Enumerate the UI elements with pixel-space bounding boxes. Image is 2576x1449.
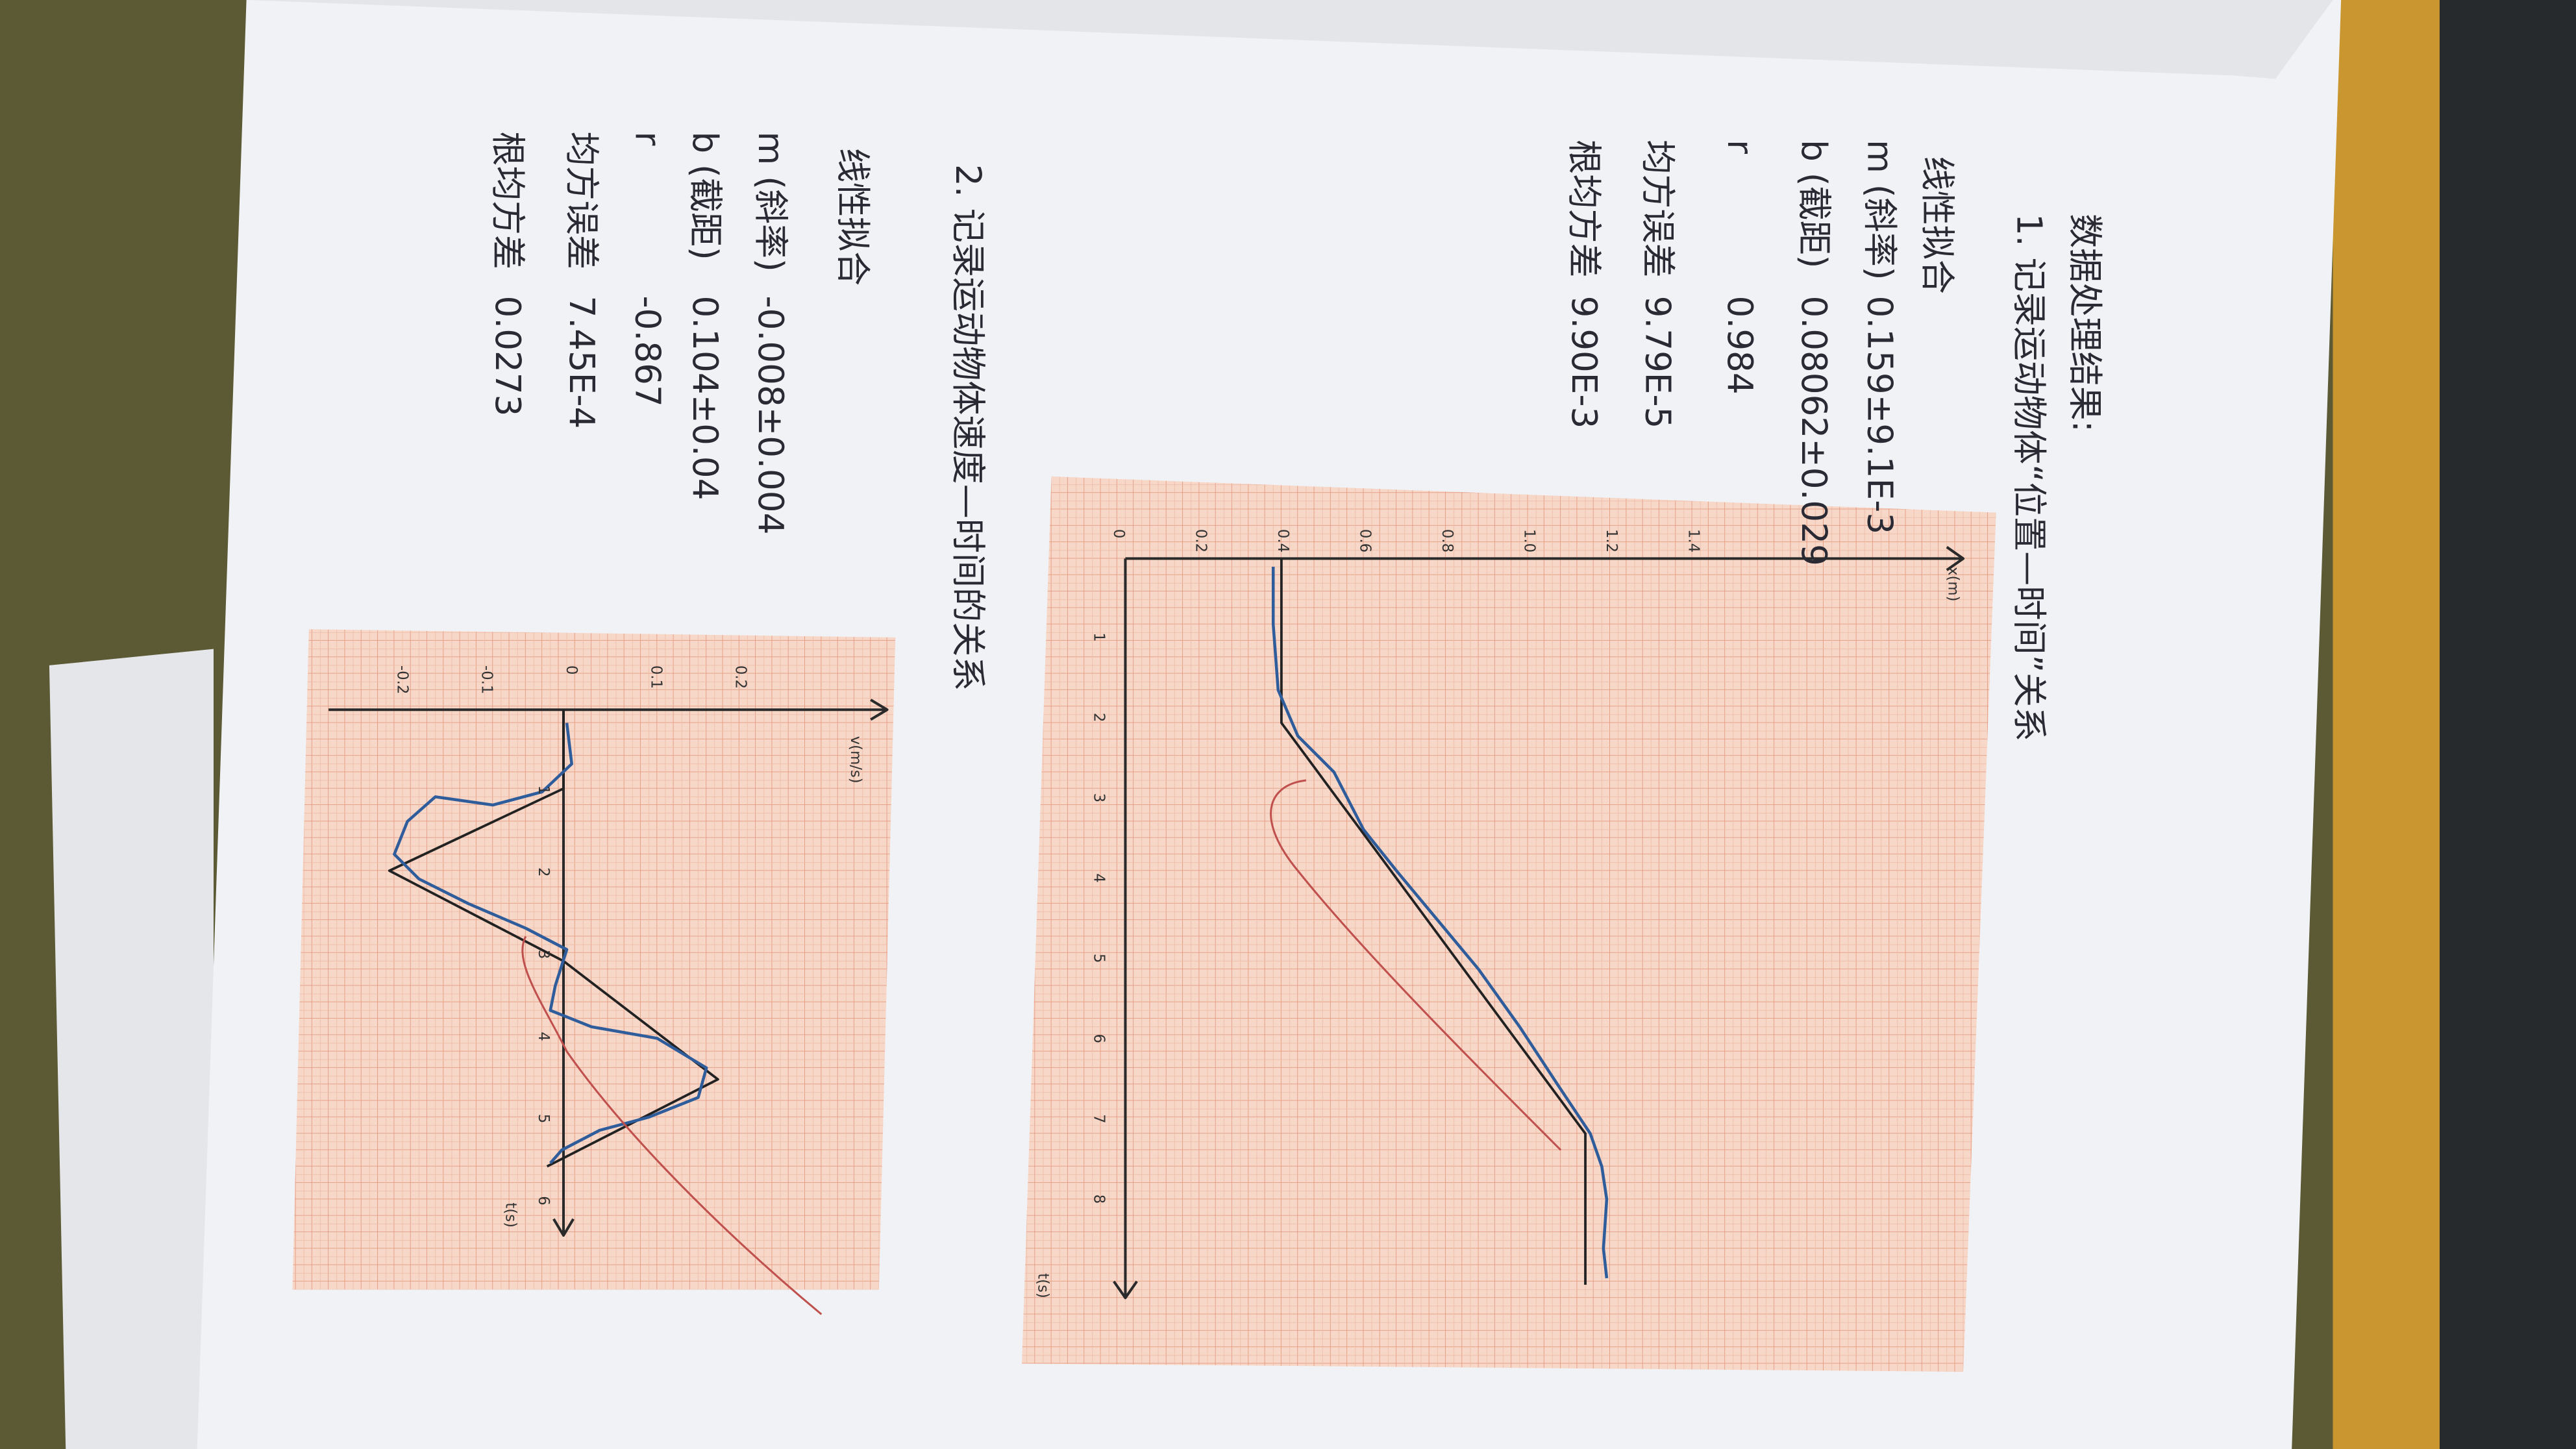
- fit-title: 线性拟合: [1917, 156, 1957, 293]
- value-tick-label: 0.6: [1356, 529, 1373, 552]
- time-tick-label: 1: [535, 786, 552, 795]
- value-axis-label: x(m): [1944, 567, 1961, 601]
- value-tick-label: 0.2: [1192, 529, 1209, 552]
- fit-label: r: [1720, 140, 1760, 154]
- fit-value: 9.79E-5: [1638, 296, 1678, 429]
- value-tick-label: 0.8: [1439, 529, 1455, 552]
- time-tick-label: 4: [1090, 873, 1107, 882]
- graph-2-drawing: [328, 699, 889, 1315]
- page-fold: [246, 0, 2333, 79]
- fit-value: 7.45E-4: [562, 296, 602, 429]
- fit-value: 9.90E-3: [1564, 296, 1604, 429]
- time-tick-label: 3: [535, 950, 552, 959]
- value-tick-label: 1.2: [1603, 529, 1620, 552]
- value-axis-label: v(m/s): [847, 736, 864, 784]
- fit-label: r: [627, 131, 667, 145]
- fit-value: 0.984: [1720, 296, 1760, 395]
- fit-label: 根均方差: [488, 131, 528, 269]
- time-tick-label: 5: [535, 1114, 552, 1123]
- value-tick-label: 0.2: [732, 665, 749, 689]
- value-tick-label: 1.0: [1520, 529, 1537, 552]
- time-tick-label: 7: [1090, 1114, 1107, 1123]
- value-tick-label: -0.1: [478, 665, 495, 694]
- fit-label: 均方误差: [562, 131, 602, 269]
- fit-label: m (斜率): [750, 131, 791, 271]
- fit-value: -0.008±0.004: [750, 296, 791, 535]
- time-tick-label: 8: [1090, 1195, 1107, 1204]
- paper-stack: [49, 649, 214, 1449]
- time-tick-label: 2: [1090, 713, 1107, 722]
- fit-value: 0.0273: [488, 296, 528, 417]
- graph-paper: [1022, 476, 1996, 1372]
- fit-value: -0.867: [627, 296, 667, 407]
- value-tick-label: 0: [563, 665, 580, 675]
- fit-value: 0.08062±0.029: [1794, 296, 1834, 566]
- time-tick-label: 6: [1090, 1034, 1107, 1043]
- fit-title: 线性拟合: [833, 148, 873, 286]
- section-title: 2. 记录运动物体速度—时间的关系: [948, 164, 988, 691]
- fit-label: 根均方差: [1564, 140, 1604, 277]
- fit-label: b (截距): [685, 131, 725, 260]
- time-tick-label: 1: [1090, 632, 1107, 641]
- time-tick-label: 4: [535, 1032, 552, 1041]
- graph-1-drawing: [1113, 546, 1965, 1300]
- fit-label: 均方误差: [1638, 140, 1678, 277]
- time-axis-label: t(s): [1034, 1273, 1051, 1298]
- value-tick-label: 0.4: [1274, 529, 1291, 552]
- fit-value: 0.104±0.04: [685, 296, 725, 501]
- dark-edge: [2439, 0, 2576, 1449]
- value-tick-label: 0: [1110, 529, 1127, 538]
- time-tick-label: 5: [1090, 954, 1107, 963]
- value-tick-label: 1.4: [1685, 529, 1702, 552]
- graph-paper: [292, 629, 896, 1290]
- fit-label: b (截距): [1794, 140, 1834, 268]
- value-tick-label: 0.1: [647, 665, 664, 689]
- fit-label: m (斜率): [1859, 140, 1900, 280]
- section-title: 1. 记录运动物体“位置—时间”关系: [2009, 214, 2050, 741]
- value-tick-label: -0.2: [393, 665, 410, 694]
- wood-edge: [2333, 0, 2440, 1449]
- time-axis-label: t(s): [502, 1202, 519, 1228]
- time-tick-label: 3: [1090, 793, 1107, 802]
- heading: 数据处理结果:: [2065, 214, 2105, 432]
- fit-value: 0.159±9.1E-3: [1859, 296, 1900, 535]
- time-tick-label: 6: [535, 1196, 552, 1205]
- time-tick-label: 2: [535, 867, 552, 876]
